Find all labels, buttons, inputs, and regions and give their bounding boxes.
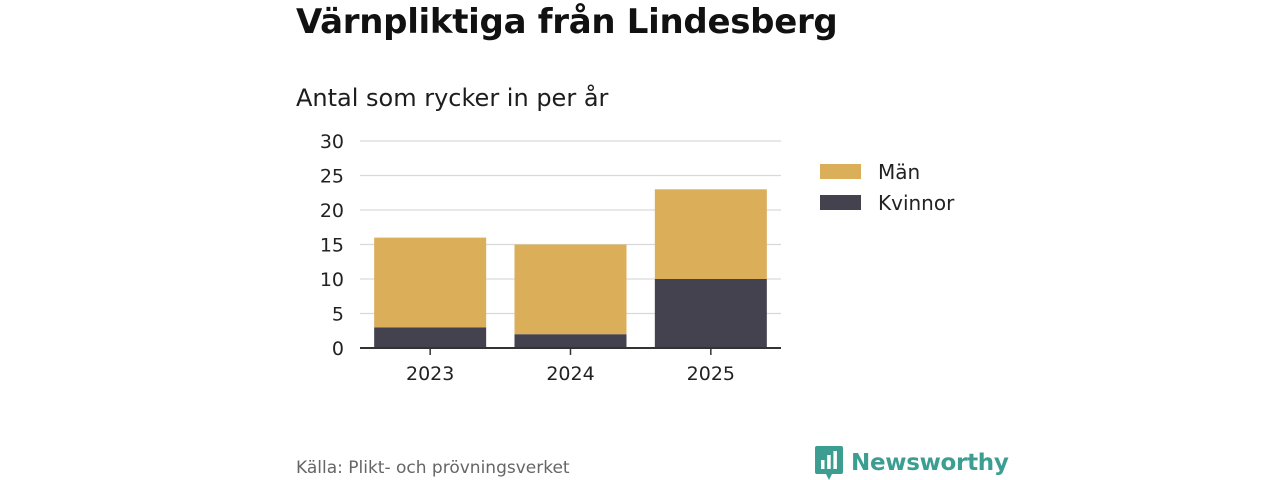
legend-swatch-män [820,164,861,179]
legend-label-kvinnor: Kvinnor [878,191,955,215]
bars [374,189,767,348]
legend-swatch-kvinnor [820,195,861,210]
y-tick-label: 20 [320,200,344,222]
newsworthy-logo: Newsworthy [815,446,1009,480]
chart-subtitle: Antal som rycker in per år [296,84,609,112]
bar-män-2024 [514,244,627,335]
y-tick-label: 10 [320,269,344,291]
bar-kvinnor-2023 [374,327,487,348]
y-tick-label: 25 [320,166,344,188]
legend: Män Kvinnor [820,160,955,215]
bar-kvinnor-2025 [654,279,767,348]
y-tick-label: 5 [332,304,344,326]
y-tick-label: 15 [320,235,344,257]
bar-män-2023 [374,237,487,328]
chart-title: Värnpliktiga från Lindesberg [296,2,838,42]
bar-män-2025 [654,189,767,279]
newsworthy-logo-text: Newsworthy [851,450,1009,476]
legend-label-män: Män [878,160,920,184]
x-tick-label: 2023 [406,363,454,385]
x-tick-label: 2024 [546,363,594,385]
source-note: Källa: Plikt- och prövningsverket [296,458,570,478]
y-tick-label: 30 [320,131,344,153]
bar-kvinnor-2024 [514,334,627,348]
x-tick-label: 2025 [687,363,735,385]
newsworthy-logo-icon [815,446,843,480]
y-tick-label: 0 [332,338,344,360]
